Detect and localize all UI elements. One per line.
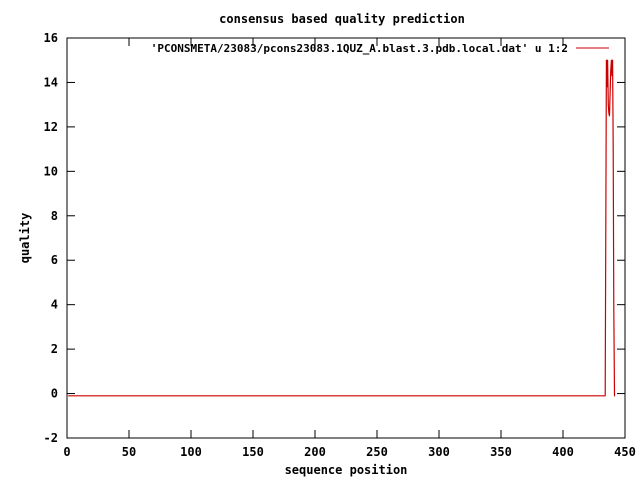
y-tick-label: 16 xyxy=(44,31,58,45)
legend: 'PCONSMETA/23083/pcons23083.1QUZ_A.blast… xyxy=(151,42,609,55)
y-axis-label: quality xyxy=(18,213,32,264)
y-tick-label: 10 xyxy=(44,164,58,178)
x-tick-label: 300 xyxy=(428,445,450,459)
series-line xyxy=(68,59,616,397)
y-tick-label: 4 xyxy=(51,298,58,312)
x-tick-label: 250 xyxy=(366,445,388,459)
legend-label: 'PCONSMETA/23083/pcons23083.1QUZ_A.blast… xyxy=(151,42,568,55)
x-tick-label: 50 xyxy=(122,445,136,459)
x-axis: 0 50 100 150 200 250 300 350 400 450 xyxy=(63,38,636,459)
y-tick-label: 2 xyxy=(51,342,58,356)
x-tick-label: 0 xyxy=(63,445,70,459)
y-tick-label: -2 xyxy=(44,431,58,445)
plot-frame xyxy=(66,37,626,439)
x-axis-label: sequence position xyxy=(285,463,408,477)
x-tick-label: 200 xyxy=(304,445,326,459)
series-layer xyxy=(68,59,616,397)
y-tick-label: 14 xyxy=(44,75,58,89)
y-tick-label: 6 xyxy=(51,253,58,267)
x-tick-label: 350 xyxy=(490,445,512,459)
y-tick-label: 0 xyxy=(51,387,58,401)
x-tick-label: 400 xyxy=(552,445,574,459)
y-tick-label: 12 xyxy=(44,120,58,134)
y-tick-label: 8 xyxy=(51,209,58,223)
x-tick-label: 100 xyxy=(180,445,202,459)
x-tick-label: 450 xyxy=(614,445,636,459)
y-axis: -2 0 2 4 6 8 10 12 14 16 xyxy=(44,31,625,445)
x-tick-label: 150 xyxy=(242,445,264,459)
chart-title: consensus based quality prediction xyxy=(219,12,465,26)
